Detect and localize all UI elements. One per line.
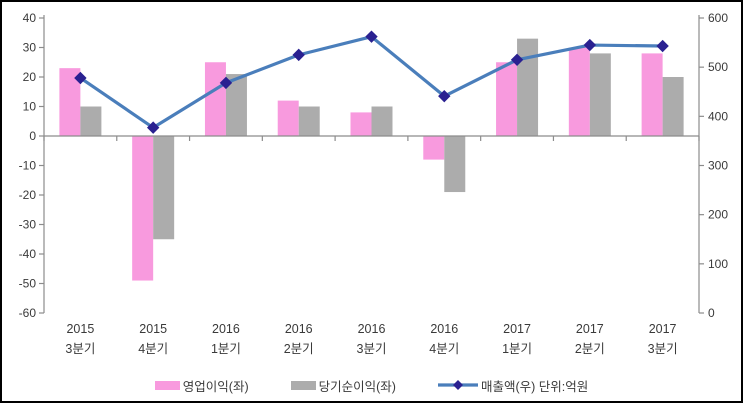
operating-profit-bar — [132, 136, 154, 281]
operating-profit-bar — [423, 136, 445, 160]
right-axis-tick-label: 300 — [708, 159, 728, 173]
revenue-marker — [510, 53, 524, 66]
left-axis-tick-label: -10 — [19, 159, 37, 173]
category-label-quarter: 3분기 — [357, 342, 387, 356]
revenue-marker — [146, 121, 160, 134]
category-label-quarter: 4분기 — [138, 342, 168, 356]
category-label-quarter: 2분기 — [284, 342, 314, 356]
net-profit-swatch — [290, 380, 316, 390]
net-profit-bar — [662, 77, 684, 136]
operating-profit-bar — [568, 47, 590, 136]
left-axis-tick-label: -30 — [19, 218, 37, 232]
left-axis-tick-label: 10 — [23, 100, 37, 114]
revenue-marker — [438, 89, 451, 103]
revenue-marker — [219, 76, 233, 90]
revenue-marker — [583, 38, 597, 52]
revenue-line-swatch — [437, 380, 478, 390]
legend: 영업이익(좌) 당기순이익(좌) 매출액(우) 단위:억원 — [2, 374, 741, 396]
right-axis-tick-label: 0 — [708, 306, 715, 320]
legend-label-operating-profit: 영업이익(좌) — [182, 379, 249, 394]
category-label-year: 2016 — [430, 322, 458, 336]
category-label-year: 2016 — [358, 322, 386, 336]
legend-diamond — [452, 380, 463, 390]
category-label-quarter: 3분기 — [65, 342, 95, 356]
category-label-quarter: 2분기 — [575, 342, 605, 356]
net-profit-bar — [298, 106, 320, 136]
revenue-marker — [656, 39, 669, 53]
category-label-year: 2017 — [576, 322, 604, 336]
right-axis-tick-label: 600 — [708, 11, 728, 25]
legend-item-operating-profit: 영업이익(좌) — [154, 376, 249, 395]
operating-profit-bar — [59, 68, 81, 136]
net-profit-bar — [225, 74, 247, 136]
left-axis-tick-label: -40 — [19, 247, 37, 261]
legend-item-net-profit: 당기순이익(좌) — [290, 376, 396, 395]
operating-profit-bar — [641, 53, 663, 136]
net-profit-bar — [444, 136, 466, 193]
category-label-quarter: 4분기 — [429, 342, 459, 356]
right-axis-tick-label: 200 — [708, 208, 728, 222]
left-axis-tick-label: -50 — [19, 277, 37, 291]
legend-label-net-profit: 당기순이익(좌) — [318, 379, 396, 394]
category-label-year: 2016 — [285, 322, 313, 336]
category-label-year: 2015 — [139, 322, 167, 336]
category-label-quarter: 1분기 — [502, 342, 532, 356]
operating-profit-bar — [350, 112, 372, 136]
left-axis-tick-label: -60 — [19, 306, 37, 320]
category-label-year: 2017 — [649, 322, 677, 336]
right-axis-tick-label: 500 — [708, 60, 728, 74]
operating-profit-bar — [204, 62, 226, 136]
left-axis-tick-label: 20 — [23, 70, 37, 84]
left-axis-tick-label: 0 — [29, 129, 36, 143]
revenue-marker — [365, 30, 378, 43]
left-axis-tick-label: -20 — [19, 188, 37, 202]
net-profit-bar — [589, 53, 611, 136]
left-axis-tick-label: 40 — [23, 11, 37, 25]
operating-profit-bar — [277, 100, 299, 136]
right-axis-tick-label: 100 — [708, 257, 728, 271]
revenue-marker — [292, 48, 305, 62]
legend-label-revenue: 매출액(우) 단위:억원 — [480, 379, 589, 394]
category-label-year: 2016 — [212, 322, 240, 336]
category-label-quarter: 3분기 — [648, 342, 678, 356]
legend-item-revenue: 매출액(우) 단위:억원 — [437, 376, 589, 395]
category-label-quarter: 1분기 — [211, 342, 241, 356]
category-label-year: 2017 — [503, 322, 531, 336]
category-label-year: 2015 — [66, 322, 94, 336]
net-profit-bar — [80, 106, 102, 136]
left-axis-tick-label: 30 — [23, 41, 37, 55]
right-axis-tick-label: 400 — [708, 109, 728, 123]
net-profit-bar — [517, 38, 539, 136]
revenue-marker — [74, 71, 87, 85]
operating-profit-swatch — [154, 380, 180, 390]
net-profit-bar — [371, 106, 393, 136]
net-profit-bar — [153, 136, 175, 240]
operating-profit-bar — [496, 62, 518, 136]
